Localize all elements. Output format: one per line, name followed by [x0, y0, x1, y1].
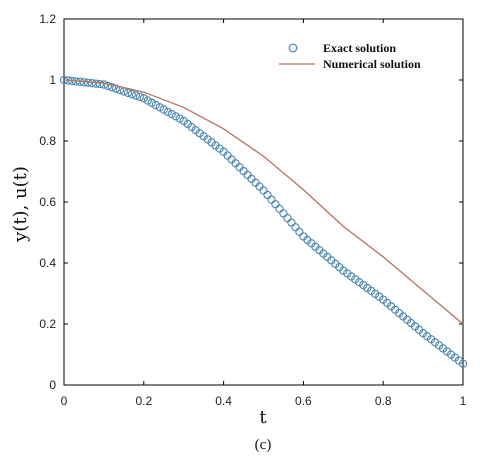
exact-point-16: [123, 88, 132, 97]
x-axis-label: t: [259, 407, 267, 428]
exact-point-13: [111, 84, 121, 93]
exact-point-29: [175, 114, 184, 123]
x-tick-label-3: 0.6: [295, 394, 312, 408]
y-tick-label-5: 1: [49, 73, 56, 87]
exact-point-7: [87, 79, 97, 88]
y-tick-label-6: 1.2: [39, 12, 56, 26]
figure-caption: (c): [255, 437, 272, 453]
exact-point-27: [167, 109, 176, 119]
exact-point-11: [103, 81, 113, 91]
y-axis-label: y(t), u(t): [10, 166, 31, 243]
x-tick-label-4: 0.8: [375, 394, 392, 408]
exact-point-28: [171, 112, 180, 121]
x-tick-label-0: 0: [61, 394, 68, 408]
exact-point-18: [131, 91, 140, 100]
y-tick-label-0: 0: [49, 378, 56, 392]
exact-point-24: [155, 103, 164, 112]
exact-point-21: [143, 96, 152, 105]
exact-point-12: [107, 83, 117, 92]
y-tick-label-3: 0.6: [39, 195, 56, 209]
x-tick-label-5: 1: [460, 394, 467, 408]
y-tick-label-2: 0.4: [39, 256, 56, 270]
exact-point-10: [99, 80, 109, 89]
exact-point-8: [91, 79, 101, 88]
exact-point-19: [135, 92, 144, 102]
legend-marker-exact: [288, 43, 298, 53]
exact-point-23: [151, 100, 160, 110]
exact-point-26: [163, 107, 172, 116]
legend-label-exact: Exact solution: [323, 41, 396, 55]
x-tick-label-2: 0.4: [215, 394, 232, 408]
x-axis: 0 0.2 0.4 0.6 0.8 1: [61, 19, 467, 408]
legend-label-numerical: Numerical solution: [323, 57, 421, 71]
legend: Exact solution Numerical solution: [279, 41, 421, 71]
y-tick-label-4: 0.8: [39, 134, 56, 148]
exact-point-20: [139, 94, 148, 103]
series-line-numerical: [63, 79, 464, 325]
series-layer: [59, 75, 468, 368]
exact-point-25: [159, 105, 168, 114]
exact-point-17: [127, 90, 136, 99]
x-tick-label-1: 0.2: [135, 394, 152, 408]
plot-frame: [63, 18, 464, 386]
y-axis: 0 0.2 0.4 0.6 0.8 1 1.2: [39, 12, 463, 392]
exact-point-9: [95, 79, 105, 89]
exact-point-100: [458, 359, 468, 368]
exact-point-22: [147, 98, 156, 107]
y-tick-label-1: 0.2: [39, 317, 56, 331]
